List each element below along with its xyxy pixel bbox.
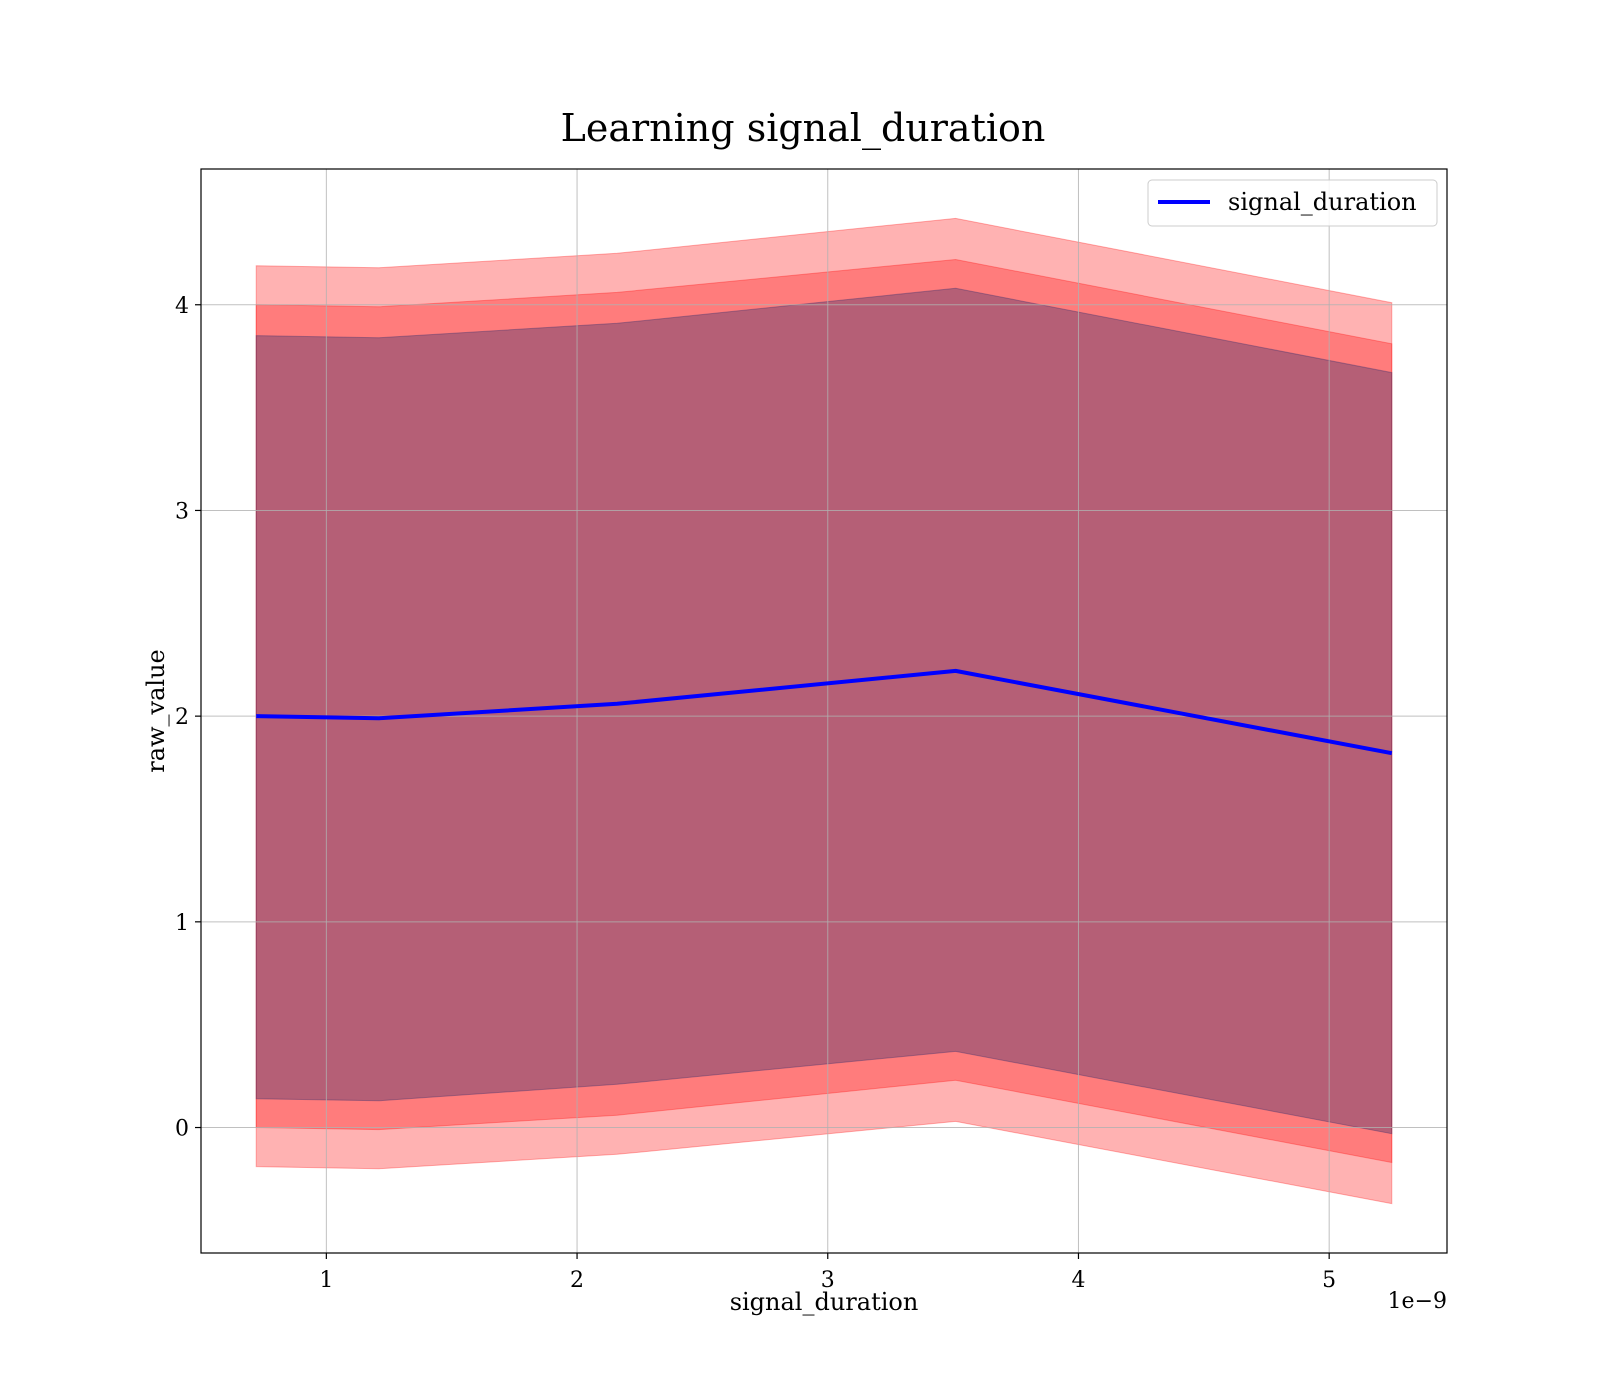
x-tick-label: 3: [821, 1268, 835, 1293]
confidence-band-1: [255, 217, 1393, 1205]
series-line-1: [256, 668, 1393, 756]
x-tick-label: 4: [1071, 1268, 1085, 1293]
y-tick-label: 0: [175, 1117, 189, 1142]
y-tick-label: 3: [175, 499, 189, 524]
y-axis-ticks: 0 1 2 3 4: [175, 294, 201, 1142]
legend-label: signal_duration: [1228, 188, 1417, 216]
confidence-band-2: [255, 258, 1393, 1164]
x-axis-ticks: 1 2 3 4 5: [319, 1253, 1336, 1293]
y-tick-label: 4: [175, 294, 189, 319]
x-tick-label: 2: [570, 1268, 584, 1293]
x-tick-label: 1: [319, 1268, 333, 1293]
chart-title: Learning signal_duration: [561, 106, 1046, 151]
legend: signal_duration: [1147, 179, 1438, 227]
legend-box: [1147, 179, 1438, 227]
x-tick-label: 5: [1322, 1268, 1336, 1293]
y-axis-label: raw_value: [142, 649, 170, 773]
x-axis-label: signal_duration: [730, 1288, 919, 1316]
y-tick-label: 1: [175, 911, 189, 936]
plot-frame: [200, 168, 1448, 1254]
series-layer: [256, 668, 1393, 756]
bands-layer: [255, 217, 1393, 1205]
x-offset-label: 1e−9: [1388, 1289, 1447, 1314]
confidence-band-3: [255, 287, 1393, 1135]
y-tick-label: 2: [175, 705, 189, 730]
